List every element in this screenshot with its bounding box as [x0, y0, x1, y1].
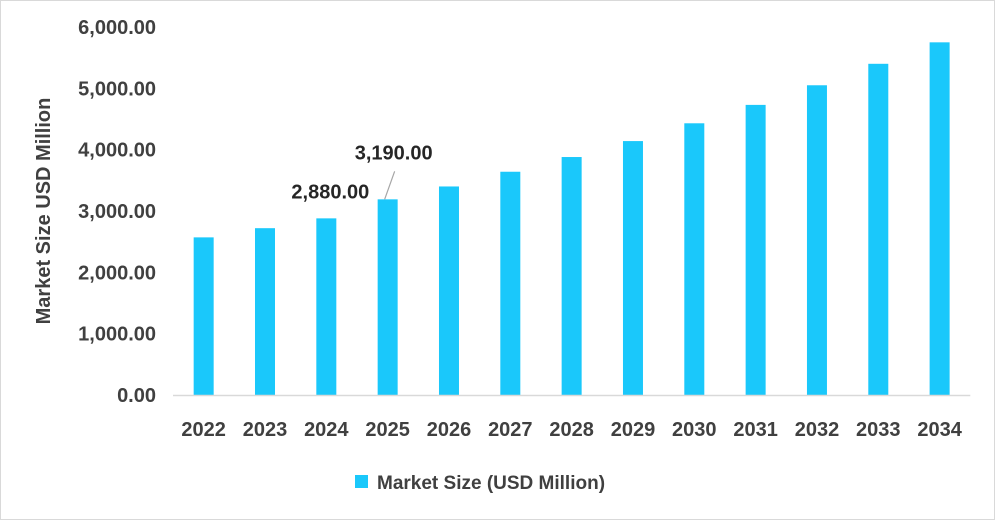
- x-tick-label: 2024: [304, 419, 349, 441]
- bar-2029: [622, 141, 643, 395]
- x-tick-label: 2030: [672, 419, 717, 441]
- y-tick-label: 4,000.00: [78, 140, 156, 162]
- bar-2023: [254, 228, 275, 395]
- y-tick-label: 6,000.00: [78, 17, 156, 39]
- bar-2030: [684, 123, 705, 395]
- x-tick-label: 2034: [917, 419, 962, 441]
- y-axis-title: Market Size USD Million: [33, 98, 55, 325]
- x-tick-label: 2033: [856, 419, 901, 441]
- legend-label: Market Size (USD Million): [377, 473, 605, 494]
- x-tick-label: 2027: [488, 419, 533, 441]
- x-tick-label: 2023: [243, 419, 288, 441]
- bar-2025: [377, 199, 398, 395]
- bar-2034: [929, 42, 950, 395]
- x-tick-label: 2028: [549, 419, 594, 441]
- x-tick-label: 2032: [795, 419, 840, 441]
- data-label-leader-line: [384, 171, 396, 200]
- y-tick-label: 1,000.00: [78, 324, 156, 346]
- y-tick-label: 2,000.00: [78, 262, 156, 284]
- y-tick-label: 3,000.00: [78, 201, 156, 223]
- bar-2027: [500, 171, 521, 395]
- bar-2032: [806, 85, 827, 396]
- bar-2024: [316, 218, 337, 395]
- bar-2026: [438, 186, 459, 395]
- bar-2022: [193, 237, 214, 395]
- data-label: 3,190.00: [355, 142, 433, 164]
- bar-2033: [868, 63, 889, 396]
- y-tick-label: 5,000.00: [78, 78, 156, 100]
- y-tick-label: 0.00: [117, 385, 156, 407]
- data-label: 2,880.00: [291, 181, 369, 203]
- x-tick-label: 2031: [733, 419, 778, 441]
- bar-2028: [561, 157, 582, 395]
- bar-2031: [745, 104, 766, 395]
- x-tick-label: 2029: [611, 419, 656, 441]
- x-tick-label: 2022: [181, 419, 226, 441]
- x-tick-label: 2026: [427, 419, 472, 441]
- legend-swatch: [355, 475, 368, 488]
- x-tick-label: 2025: [365, 419, 410, 441]
